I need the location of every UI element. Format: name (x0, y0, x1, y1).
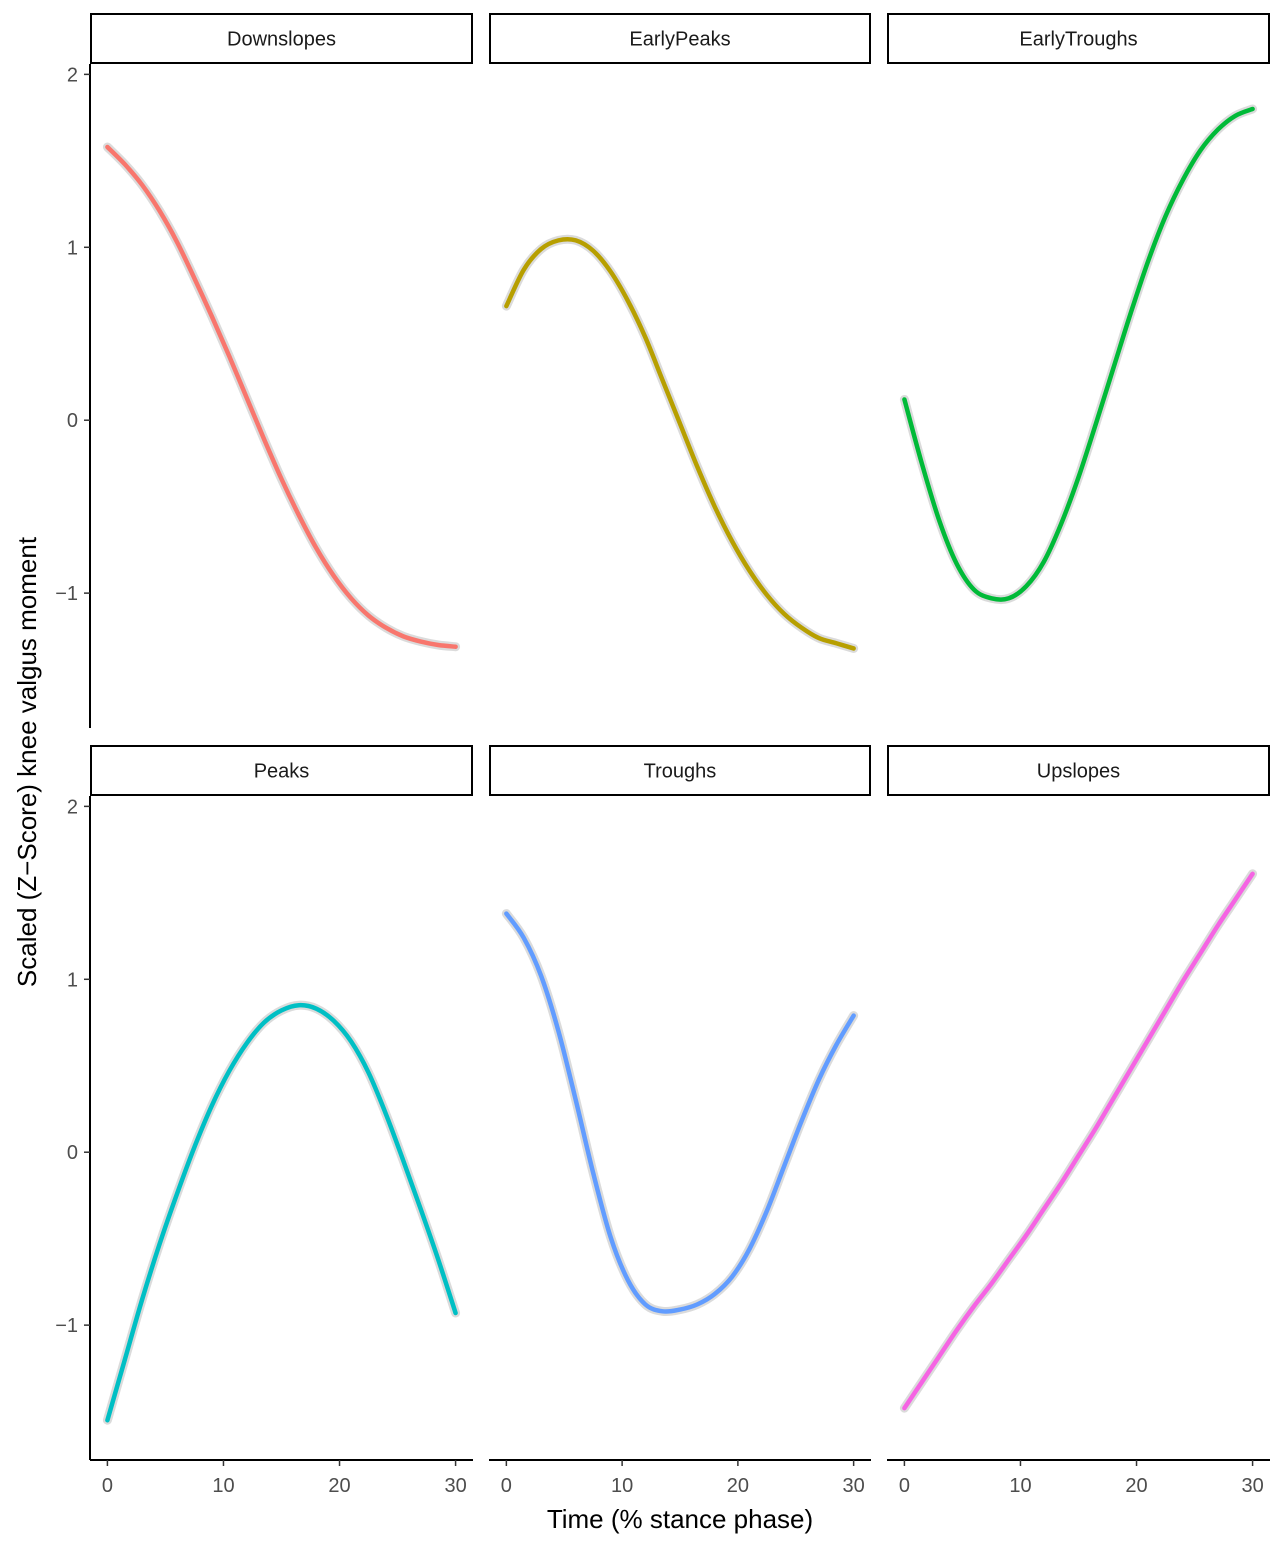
series-line-downslopes (105, 144, 458, 649)
x-tick-label: 30 (843, 1475, 865, 1497)
confidence-band-troughs (501, 909, 859, 1317)
strip-label-earlytroughs: EarlyTroughs (1019, 29, 1137, 51)
y-tick-label: 0 (67, 410, 78, 432)
strip-label-troughs: Troughs (644, 761, 717, 783)
x-tick-label: 20 (328, 1475, 350, 1497)
x-axis-title: Time (% stance phase) (547, 1504, 813, 1534)
x-tick-label: 0 (501, 1475, 512, 1497)
y-tick-label: −1 (55, 583, 78, 605)
y-axis-title: Scaled (Z−Score) knee valgus moment (12, 536, 42, 987)
strip-box-earlypeaks (489, 13, 871, 64)
series-line-troughs (504, 911, 856, 1314)
x-tick-label: 30 (444, 1475, 466, 1497)
strip-box-earlytroughs (887, 13, 1270, 64)
y-tick-label: 2 (67, 64, 78, 86)
y-tick-label: 1 (67, 969, 78, 991)
strip-label-upslopes: Upslopes (1037, 761, 1120, 783)
strip-box-upslopes (887, 745, 1270, 796)
strip-box-peaks (90, 745, 473, 796)
y-tick-label: 1 (67, 237, 78, 259)
confidence-band-earlytroughs (899, 104, 1258, 605)
confidence-band-downslopes (102, 142, 461, 652)
y-tick-label: 2 (67, 796, 78, 818)
strip-box-troughs (489, 745, 871, 796)
strip-label-peaks: Peaks (254, 761, 310, 783)
confidence-band-earlypeaks (501, 234, 859, 653)
x-tick-label: 20 (1125, 1475, 1147, 1497)
strip-label-earlypeaks: EarlyPeaks (629, 29, 730, 51)
x-tick-label: 30 (1241, 1475, 1263, 1497)
y-tick-label: 0 (67, 1142, 78, 1164)
strip-label-downslopes: Downslopes (227, 29, 336, 51)
series-line-upslopes (902, 871, 1255, 1411)
x-tick-label: 20 (727, 1475, 749, 1497)
x-tick-label: 0 (899, 1475, 910, 1497)
strip-box-downslopes (90, 13, 473, 64)
x-tick-label: 10 (1009, 1475, 1031, 1497)
confidence-band-peaks (102, 1000, 461, 1425)
series-line-earlypeaks (504, 236, 856, 651)
x-tick-label: 0 (102, 1475, 113, 1497)
y-tick-label: −1 (55, 1315, 78, 1337)
x-tick-label: 10 (212, 1475, 234, 1497)
series-line-peaks (105, 1002, 458, 1423)
series-line-earlytroughs (902, 106, 1255, 602)
x-tick-label: 10 (611, 1475, 633, 1497)
